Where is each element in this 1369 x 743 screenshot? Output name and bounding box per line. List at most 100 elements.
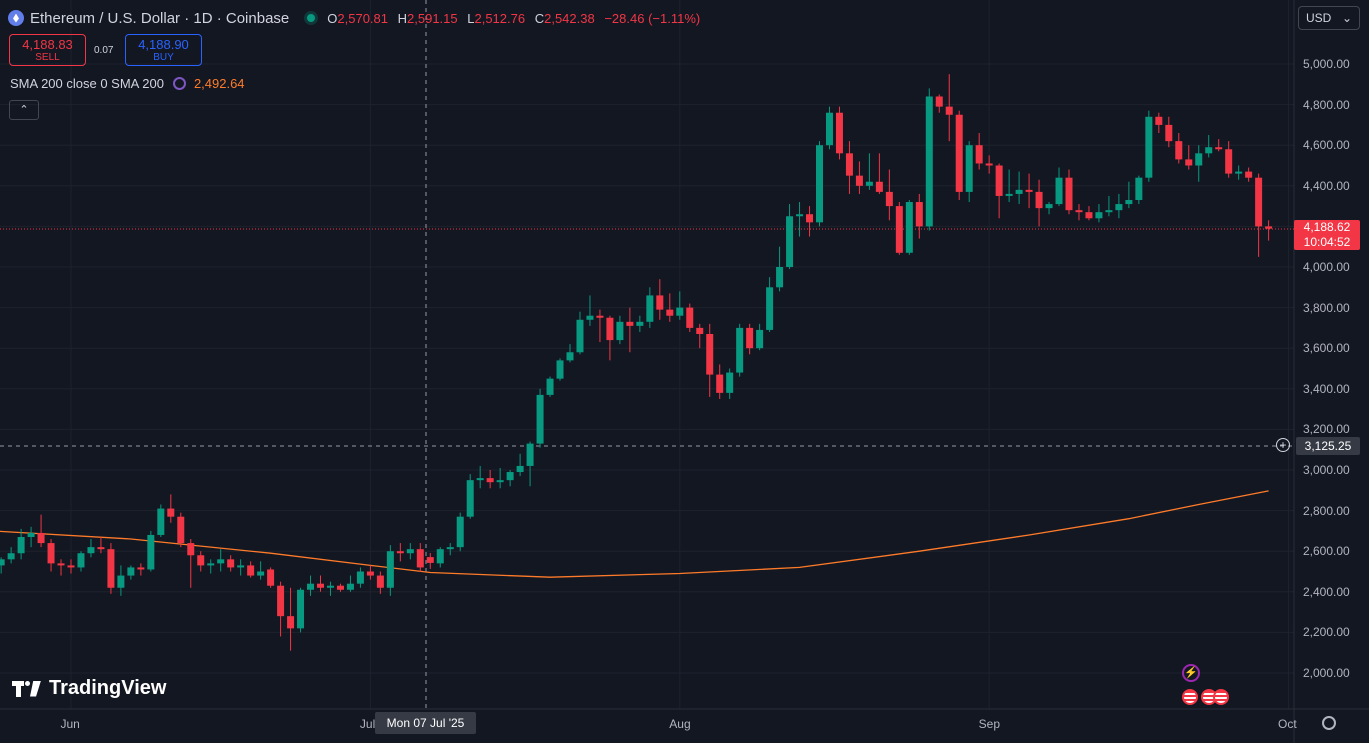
- candle: [97, 536, 105, 554]
- low-label: L: [467, 10, 475, 26]
- candle-body: [466, 480, 474, 517]
- candle: [127, 565, 135, 580]
- candle: [27, 526, 35, 548]
- candle-body: [326, 585, 334, 588]
- candle: [406, 543, 414, 560]
- candle: [317, 575, 324, 592]
- sell-button[interactable]: 4,188.83 SELL: [9, 34, 86, 66]
- y-axis-label: 2,000.00: [1303, 666, 1350, 680]
- candle-body: [456, 516, 464, 548]
- candle-body: [516, 465, 524, 473]
- tradingview-logo[interactable]: TradingView: [12, 677, 166, 700]
- candle: [17, 528, 25, 560]
- candle: [696, 323, 704, 349]
- candle: [456, 512, 464, 552]
- candle-body: [806, 214, 814, 223]
- lightning-icon[interactable]: ⚡: [1182, 664, 1200, 682]
- y-axis-label: 4,400.00: [1303, 178, 1350, 193]
- open-label: O: [327, 10, 338, 26]
- spread-value: 0.07: [94, 45, 114, 56]
- candle-body: [895, 206, 903, 253]
- candle-body: [666, 309, 674, 316]
- candle: [865, 153, 873, 190]
- gear-icon[interactable]: [1322, 716, 1336, 730]
- crosshair-price-tag: 3,125.25: [1296, 437, 1360, 455]
- candle-body: [945, 106, 953, 115]
- y-axis-label: 3,000.00: [1303, 463, 1350, 477]
- currency-select[interactable]: USD ⌄: [1298, 6, 1360, 30]
- add-alert-icon[interactable]: +: [1276, 438, 1290, 452]
- buy-button[interactable]: 4,188.90 BUY: [125, 34, 202, 66]
- symbol-title[interactable]: Ethereum / U.S. Dollar · 1D · Coinbase: [30, 9, 290, 27]
- ohlc-readout: O2,570.81 H2,591.15 L2,512.76 C2,542.38 …: [327, 11, 706, 26]
- candle-body: [825, 112, 833, 146]
- candle-body: [1085, 212, 1093, 219]
- candle-body: [576, 319, 584, 353]
- x-axis-label: Oct: [1278, 717, 1297, 731]
- candle: [636, 315, 644, 332]
- collapse-legend-button[interactable]: ⌃: [9, 100, 39, 120]
- candle: [466, 474, 474, 519]
- candle-body: [217, 559, 225, 564]
- candle: [436, 547, 444, 568]
- candle: [1015, 171, 1023, 205]
- candle: [177, 512, 185, 548]
- candle-body: [1015, 189, 1023, 194]
- buy-price: 4,188.90: [138, 37, 189, 52]
- last-price: 4,188.62: [1303, 220, 1351, 234]
- candle-body: [446, 547, 454, 550]
- candle: [1255, 173, 1263, 257]
- sma-legend[interactable]: SMA 200 close 0 SMA 200 2,492.64: [10, 76, 245, 91]
- candle-body: [247, 565, 255, 576]
- candle-body: [1195, 153, 1203, 166]
- candle: [267, 567, 275, 588]
- candle: [915, 193, 923, 239]
- candle: [237, 559, 245, 576]
- candle-body: [476, 478, 484, 481]
- candle-body: [27, 532, 35, 537]
- grid: [0, 0, 1294, 709]
- candle-body: [187, 543, 195, 556]
- candle: [227, 555, 235, 572]
- candle: [726, 368, 734, 399]
- candle-body: [556, 360, 564, 379]
- candle: [336, 583, 344, 592]
- candle: [87, 539, 95, 558]
- candle: [346, 575, 354, 592]
- candle-body: [506, 472, 514, 481]
- us-flag-icon[interactable]: [1213, 689, 1229, 705]
- candle-body: [147, 534, 155, 570]
- us-flag-icon[interactable]: [1182, 689, 1198, 705]
- candle: [1265, 220, 1273, 241]
- y-axis-label: 4,800.00: [1303, 97, 1350, 112]
- x-axis-label: Jun: [60, 717, 80, 731]
- candle-body: [406, 549, 414, 554]
- candle-body: [676, 307, 684, 316]
- candle: [257, 561, 265, 580]
- candle-body: [426, 557, 434, 563]
- y-axis-label: 4,000.00: [1303, 260, 1350, 274]
- candle: [656, 279, 664, 320]
- candle: [945, 74, 953, 142]
- candle-body: [965, 145, 973, 192]
- candle-body: [706, 333, 714, 375]
- y-axis-label: 3,600.00: [1303, 341, 1350, 356]
- candle: [1195, 145, 1203, 182]
- candle-body: [47, 543, 55, 564]
- y-axis-label: 5,000.00: [1303, 57, 1350, 71]
- candle: [1245, 167, 1253, 182]
- candle-body: [955, 114, 963, 192]
- candle-body: [486, 478, 494, 483]
- y-axis-label: 2,200.00: [1303, 625, 1350, 640]
- chart-header: Ethereum / U.S. Dollar · 1D · Coinbase O…: [8, 8, 706, 28]
- candle: [217, 549, 225, 572]
- candle: [766, 277, 774, 332]
- candle-body: [336, 585, 344, 590]
- candle: [157, 504, 165, 537]
- candle: [816, 141, 823, 227]
- market-status-dot: [307, 14, 316, 22]
- sma-label: SMA 200 close 0 SMA 200: [10, 76, 164, 91]
- candle-body: [1265, 226, 1273, 229]
